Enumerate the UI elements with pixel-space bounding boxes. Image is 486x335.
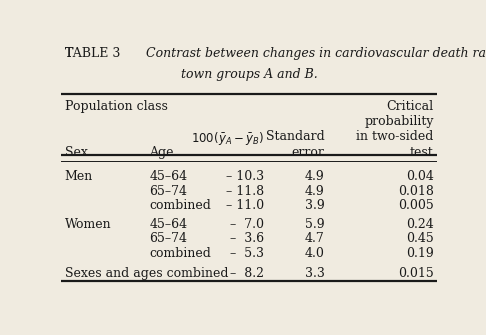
Text: – 11.8: – 11.8 xyxy=(226,185,264,198)
Text: $100(\bar{y}_A - \bar{y}_B)$: $100(\bar{y}_A - \bar{y}_B)$ xyxy=(191,130,264,147)
Text: 0.19: 0.19 xyxy=(406,247,434,260)
Text: 0.015: 0.015 xyxy=(398,267,434,280)
Text: combined: combined xyxy=(149,199,211,212)
Text: 0.005: 0.005 xyxy=(398,199,434,212)
Text: 3.9: 3.9 xyxy=(305,199,325,212)
Text: Critical: Critical xyxy=(386,99,434,113)
Text: error: error xyxy=(292,146,325,159)
Text: –  7.0: – 7.0 xyxy=(230,218,264,231)
Text: 45–64: 45–64 xyxy=(149,218,188,231)
Text: –  3.6: – 3.6 xyxy=(230,232,264,245)
Text: Standard: Standard xyxy=(266,130,325,143)
Text: Women: Women xyxy=(65,218,111,231)
Text: 4.9: 4.9 xyxy=(305,185,325,198)
Text: 4.0: 4.0 xyxy=(305,247,325,260)
Text: Population class: Population class xyxy=(65,99,167,113)
Text: 0.24: 0.24 xyxy=(406,218,434,231)
Text: Sex: Sex xyxy=(65,146,87,159)
Text: probability: probability xyxy=(364,115,434,128)
Text: Contrast between changes in cardiovascular death rates in: Contrast between changes in cardiovascul… xyxy=(138,47,486,60)
Text: 3.3: 3.3 xyxy=(305,267,325,280)
Text: 0.04: 0.04 xyxy=(406,171,434,184)
Text: 65–74: 65–74 xyxy=(149,185,187,198)
Text: in two-sided: in two-sided xyxy=(356,130,434,143)
Text: 0.018: 0.018 xyxy=(398,185,434,198)
Text: 4.7: 4.7 xyxy=(305,232,325,245)
Text: town groups A and B.: town groups A and B. xyxy=(181,68,317,81)
Text: –  5.3: – 5.3 xyxy=(230,247,264,260)
Text: 45–64: 45–64 xyxy=(149,171,188,184)
Text: –  8.2: – 8.2 xyxy=(230,267,264,280)
Text: – 11.0: – 11.0 xyxy=(226,199,264,212)
Text: – 10.3: – 10.3 xyxy=(226,171,264,184)
Text: Sexes and ages combined: Sexes and ages combined xyxy=(65,267,228,280)
Text: test: test xyxy=(410,146,434,159)
Text: combined: combined xyxy=(149,247,211,260)
Text: Age: Age xyxy=(149,146,174,159)
Text: T: T xyxy=(65,47,73,60)
Text: 65–74: 65–74 xyxy=(149,232,187,245)
Text: TABLE 3: TABLE 3 xyxy=(65,47,120,60)
Text: Men: Men xyxy=(65,171,93,184)
Text: 5.9: 5.9 xyxy=(305,218,325,231)
Text: 4.9: 4.9 xyxy=(305,171,325,184)
Text: 0.45: 0.45 xyxy=(406,232,434,245)
